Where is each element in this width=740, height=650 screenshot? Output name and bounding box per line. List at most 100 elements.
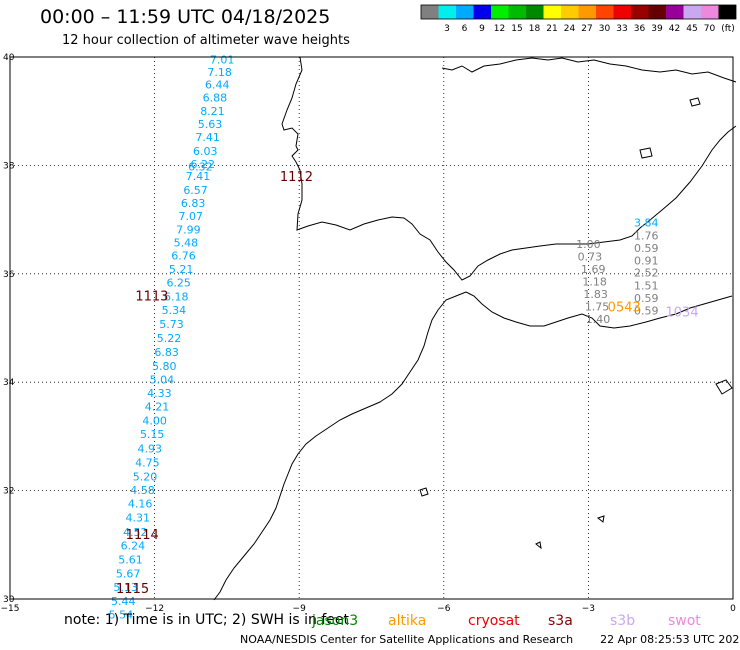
colorbar-label: 30 xyxy=(599,24,611,34)
wave-height-value: 5.34 xyxy=(162,304,187,317)
wave-height-value: 4.33 xyxy=(147,387,172,400)
wave-height-value: 7.41 xyxy=(195,131,220,144)
wave-height-value: 5.61 xyxy=(118,553,143,566)
pass-labels: 1112 1113 1114 1115 0543 1034 xyxy=(116,170,699,597)
colorbar-label: 24 xyxy=(564,24,576,34)
wave-height-value: 4.75 xyxy=(135,456,160,469)
pass-number-label: 1113 xyxy=(135,289,168,304)
pass-number-label: 1034 xyxy=(666,306,699,321)
coastline xyxy=(213,56,737,601)
colorbar-label: 33 xyxy=(616,24,627,34)
mediterranean-north-coast xyxy=(441,57,737,83)
x-tick-label: 0 xyxy=(730,604,736,614)
colorbar-swatch xyxy=(701,5,719,19)
wave-height-value: 6.03 xyxy=(193,145,218,158)
y-tick-label: 38 xyxy=(3,161,15,171)
pass-number-label: 1114 xyxy=(126,528,159,543)
wave-height-value: 5.54 xyxy=(109,609,134,622)
colorbar-swatch xyxy=(666,5,684,19)
corsica-shape xyxy=(715,379,733,395)
x-tick-label: −9 xyxy=(293,604,307,614)
wave-height-value: 6.83 xyxy=(154,346,179,359)
colorbar-label: 42 xyxy=(669,24,680,34)
colorbar-label: 70 xyxy=(704,24,716,34)
wave-height-value: 4.00 xyxy=(142,415,167,428)
colorbar-swatch xyxy=(683,5,701,19)
colorbar-label: 6 xyxy=(462,24,468,34)
wave-height-value: 1.69 xyxy=(581,263,606,276)
colorbar-swatch xyxy=(613,5,631,19)
wave-height-value: 5.22 xyxy=(157,332,182,345)
colorbar-swatch xyxy=(456,5,474,19)
colorbar-label: 12 xyxy=(494,24,505,34)
footer-note: note: 1) Time is in UTC; 2) SWH is in fe… xyxy=(64,612,349,628)
wave-height-value: 0.59 xyxy=(634,242,659,255)
colorbar-unit: (ft) xyxy=(721,24,735,34)
wave-height-value: 1.00 xyxy=(576,238,601,251)
generated-timestamp: 22 Apr 08:25:53 UTC 2025 xyxy=(600,633,740,646)
colorbar-frame xyxy=(420,4,737,20)
wave-height-value: 7.18 xyxy=(207,66,232,79)
x-tick-label: −6 xyxy=(437,604,451,614)
colorbar-swatch xyxy=(438,5,456,19)
wave-height-value: 6.57 xyxy=(183,184,208,197)
wave-height-value: 6.25 xyxy=(166,276,191,289)
pass-number-label: 0543 xyxy=(608,300,641,315)
wave-height-value: 5.44 xyxy=(111,595,136,608)
y-tick-label: 36 xyxy=(3,270,15,280)
colorbar-label: 18 xyxy=(529,24,541,34)
wave-height-colorbar: 3 6 9 12 15 18 21 24 27 30 33 36 39 42 45 70 (ft) xyxy=(420,4,737,34)
wave-height-value: 1.75 xyxy=(585,300,610,313)
map-grid xyxy=(10,57,733,599)
y-tick-label: 40 xyxy=(3,53,15,63)
pass-number-label: 1112 xyxy=(280,170,313,185)
africa-west-coast xyxy=(213,291,467,601)
y-tick-label: 34 xyxy=(3,378,15,388)
colorbar-swatch xyxy=(718,5,736,19)
wave-height-value: 3.84 xyxy=(634,216,659,229)
colorbar-swatch xyxy=(631,5,649,19)
colorbar-swatch xyxy=(543,5,561,19)
wave-height-value: 5.80 xyxy=(152,360,177,373)
x-tick-label: −12 xyxy=(145,604,164,614)
colorbar-swatch xyxy=(526,5,544,19)
colorbar-label: 21 xyxy=(546,24,557,34)
wave-height-value: 5.21 xyxy=(169,263,194,276)
balearic-1 xyxy=(689,97,701,107)
wave-height-value: 1.18 xyxy=(582,275,607,288)
colorbar-label: 45 xyxy=(686,24,697,34)
colorbar-swatch xyxy=(421,5,439,19)
colorbar-swatch xyxy=(508,5,526,19)
colorbar-swatch xyxy=(648,5,666,19)
y-tick-label: 30 xyxy=(3,595,15,605)
wave-height-value: 6.76 xyxy=(171,249,196,262)
wave-height-value: 6.32 xyxy=(188,160,213,173)
wave-height-value: 7.99 xyxy=(176,223,201,236)
wave-height-value: 5.48 xyxy=(174,236,199,249)
map-subtitle: 12 hour collection of altimeter wave hei… xyxy=(62,33,350,48)
small-island-1 xyxy=(596,515,605,523)
colorbar-label: 15 xyxy=(511,24,522,34)
colorbar-label: 39 xyxy=(651,24,663,34)
footer-credit: NOAA/NESDIS Center for Satellite Applica… xyxy=(240,633,740,646)
wave-height-value: 4.16 xyxy=(128,498,153,511)
wave-height-value: 6.88 xyxy=(203,92,228,105)
wave-height-value: 1.76 xyxy=(634,229,659,242)
x-tick-label: −15 xyxy=(1,604,20,614)
canary-island xyxy=(419,487,429,497)
colorbar-swatch xyxy=(561,5,579,19)
africa-north-coast xyxy=(465,291,733,329)
map-frame xyxy=(9,56,734,600)
y-tick-label: 32 xyxy=(3,487,14,497)
wave-height-value: 5.73 xyxy=(159,318,184,331)
wave-height-value: 1.40 xyxy=(586,313,611,326)
wave-height-value: 4.52 xyxy=(123,526,148,539)
wave-height-value: 4.58 xyxy=(130,484,155,497)
axis-ticks: −15 −12 −9 −6 −3 0 30 32 34 36 38 40 xyxy=(1,53,737,614)
wave-height-value: 5.13 xyxy=(113,581,138,594)
wave-height-value: 5.20 xyxy=(133,471,158,484)
colorbar-swatch xyxy=(491,5,509,19)
colorbar-label: 9 xyxy=(479,24,485,34)
wave-height-value: 6.83 xyxy=(181,197,206,210)
